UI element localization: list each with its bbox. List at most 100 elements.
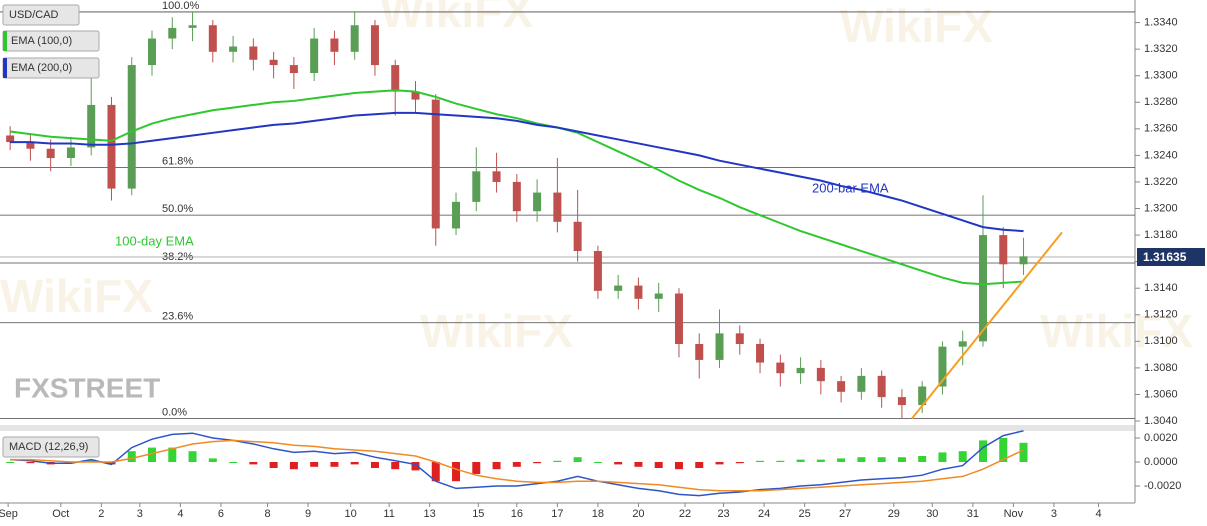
candle-body <box>715 333 724 360</box>
candle-body <box>634 285 643 299</box>
y-tick-label: 1.3300 <box>1144 70 1178 82</box>
histogram-bar <box>695 462 704 468</box>
panel-title: MACD (12,26,9) <box>9 441 88 453</box>
ema-line <box>10 89 1024 286</box>
histogram-bar <box>573 457 582 462</box>
candle-body <box>978 235 987 342</box>
candle-body <box>593 251 602 291</box>
candle-body <box>472 171 481 202</box>
histogram-bar <box>918 456 927 462</box>
histogram-bar <box>796 459 805 462</box>
legend-box <box>2 4 80 26</box>
watermark: WikiFX <box>840 0 993 52</box>
candle-body <box>674 293 683 344</box>
x-tick-label: 6 <box>218 508 224 520</box>
histogram-bar <box>634 462 643 467</box>
histogram-bar <box>330 462 339 467</box>
legend-box <box>2 436 100 458</box>
y-tick-label: 1.3200 <box>1144 202 1178 214</box>
x-tick-label: 25 <box>799 508 811 520</box>
candle-body <box>66 147 75 159</box>
x-tick-label: 9 <box>305 508 311 520</box>
price-badge-label: 1.31635 <box>1143 250 1187 264</box>
watermark: WikiFX <box>1040 305 1193 357</box>
histogram-bar <box>391 462 400 470</box>
candle-body <box>1019 256 1028 265</box>
candle-body <box>695 343 704 360</box>
histogram-bar <box>614 462 623 465</box>
candle-body <box>188 25 197 28</box>
y-tick-label: 1.3180 <box>1144 229 1178 241</box>
candle-body <box>431 99 440 229</box>
price-badge <box>1137 247 1205 266</box>
candle-body <box>127 65 136 189</box>
brand-watermark: FXSTREET <box>14 372 160 403</box>
histogram-bar <box>249 462 258 465</box>
fib-label: 0.0% <box>162 406 187 418</box>
annotation: 200-bar EMA <box>812 180 889 195</box>
candle-body <box>999 235 1008 265</box>
x-tick-label: 20 <box>632 508 644 520</box>
x-tick-label: 15 <box>472 508 484 520</box>
y-tick-label: 1.3280 <box>1144 96 1178 108</box>
watermark: WikiFX <box>420 305 573 357</box>
candle-body <box>918 386 927 406</box>
candle-body <box>87 104 96 148</box>
candle-body <box>553 192 562 222</box>
histogram-bar <box>735 462 744 464</box>
y-tick-label: 1.3140 <box>1144 282 1178 294</box>
x-tick-label: 31 <box>967 508 979 520</box>
candle-body <box>208 25 217 52</box>
candle-body <box>289 65 298 74</box>
histogram-bar <box>857 457 866 462</box>
candle-body <box>370 25 379 66</box>
candle-body <box>492 171 501 182</box>
candle-body <box>46 148 55 159</box>
x-tick-label: 29 <box>888 508 900 520</box>
macd-line <box>10 439 1024 492</box>
y-tick-label: 1.3120 <box>1144 309 1178 321</box>
histogram-bar <box>229 462 238 463</box>
histogram-bar <box>87 459 96 462</box>
candle-body <box>107 104 116 189</box>
histogram-bar <box>674 462 683 470</box>
y-tick-label: 0.0000 <box>1144 456 1178 468</box>
x-tick-label: 3 <box>1051 508 1057 520</box>
histogram-bar <box>148 447 157 462</box>
y-tick-label: 0.0020 <box>1144 432 1178 444</box>
candle-body <box>330 38 339 52</box>
candle-body <box>756 343 765 363</box>
candle-body <box>148 38 157 66</box>
histogram-bar <box>350 462 359 465</box>
y-tick-label: 1.3320 <box>1144 43 1178 55</box>
candle-body <box>391 65 400 92</box>
candle-body <box>533 192 542 212</box>
legend-title: USD/CAD <box>9 9 59 21</box>
candle-body <box>735 333 744 344</box>
x-tick-label: Oct <box>52 508 69 520</box>
candle-body <box>897 397 906 406</box>
y-tick-label: 1.3040 <box>1144 415 1178 427</box>
fib-label: 100.0% <box>162 0 200 12</box>
candle-body <box>512 181 521 212</box>
legend-label: EMA (100,0) <box>11 35 72 47</box>
y-tick-label: 1.3240 <box>1144 149 1178 161</box>
legend-label: EMA (200,0) <box>11 62 72 74</box>
x-tick-label: 13 <box>424 508 436 520</box>
candle-body <box>573 221 582 252</box>
candle-body <box>857 375 866 392</box>
histogram-bar <box>897 457 906 462</box>
histogram-bar <box>593 462 602 463</box>
candle-body <box>411 91 420 100</box>
x-tick-label: 17 <box>551 508 563 520</box>
watermark: WikiFX <box>0 270 153 322</box>
histogram-bar <box>1019 442 1028 462</box>
histogram-bar <box>370 462 379 468</box>
histogram-bar <box>26 462 35 464</box>
histogram-bar <box>553 460 562 462</box>
candle-body <box>350 25 359 52</box>
x-tick-label: 22 <box>679 508 691 520</box>
histogram-bar <box>715 462 724 465</box>
fib-label: 50.0% <box>162 203 193 215</box>
